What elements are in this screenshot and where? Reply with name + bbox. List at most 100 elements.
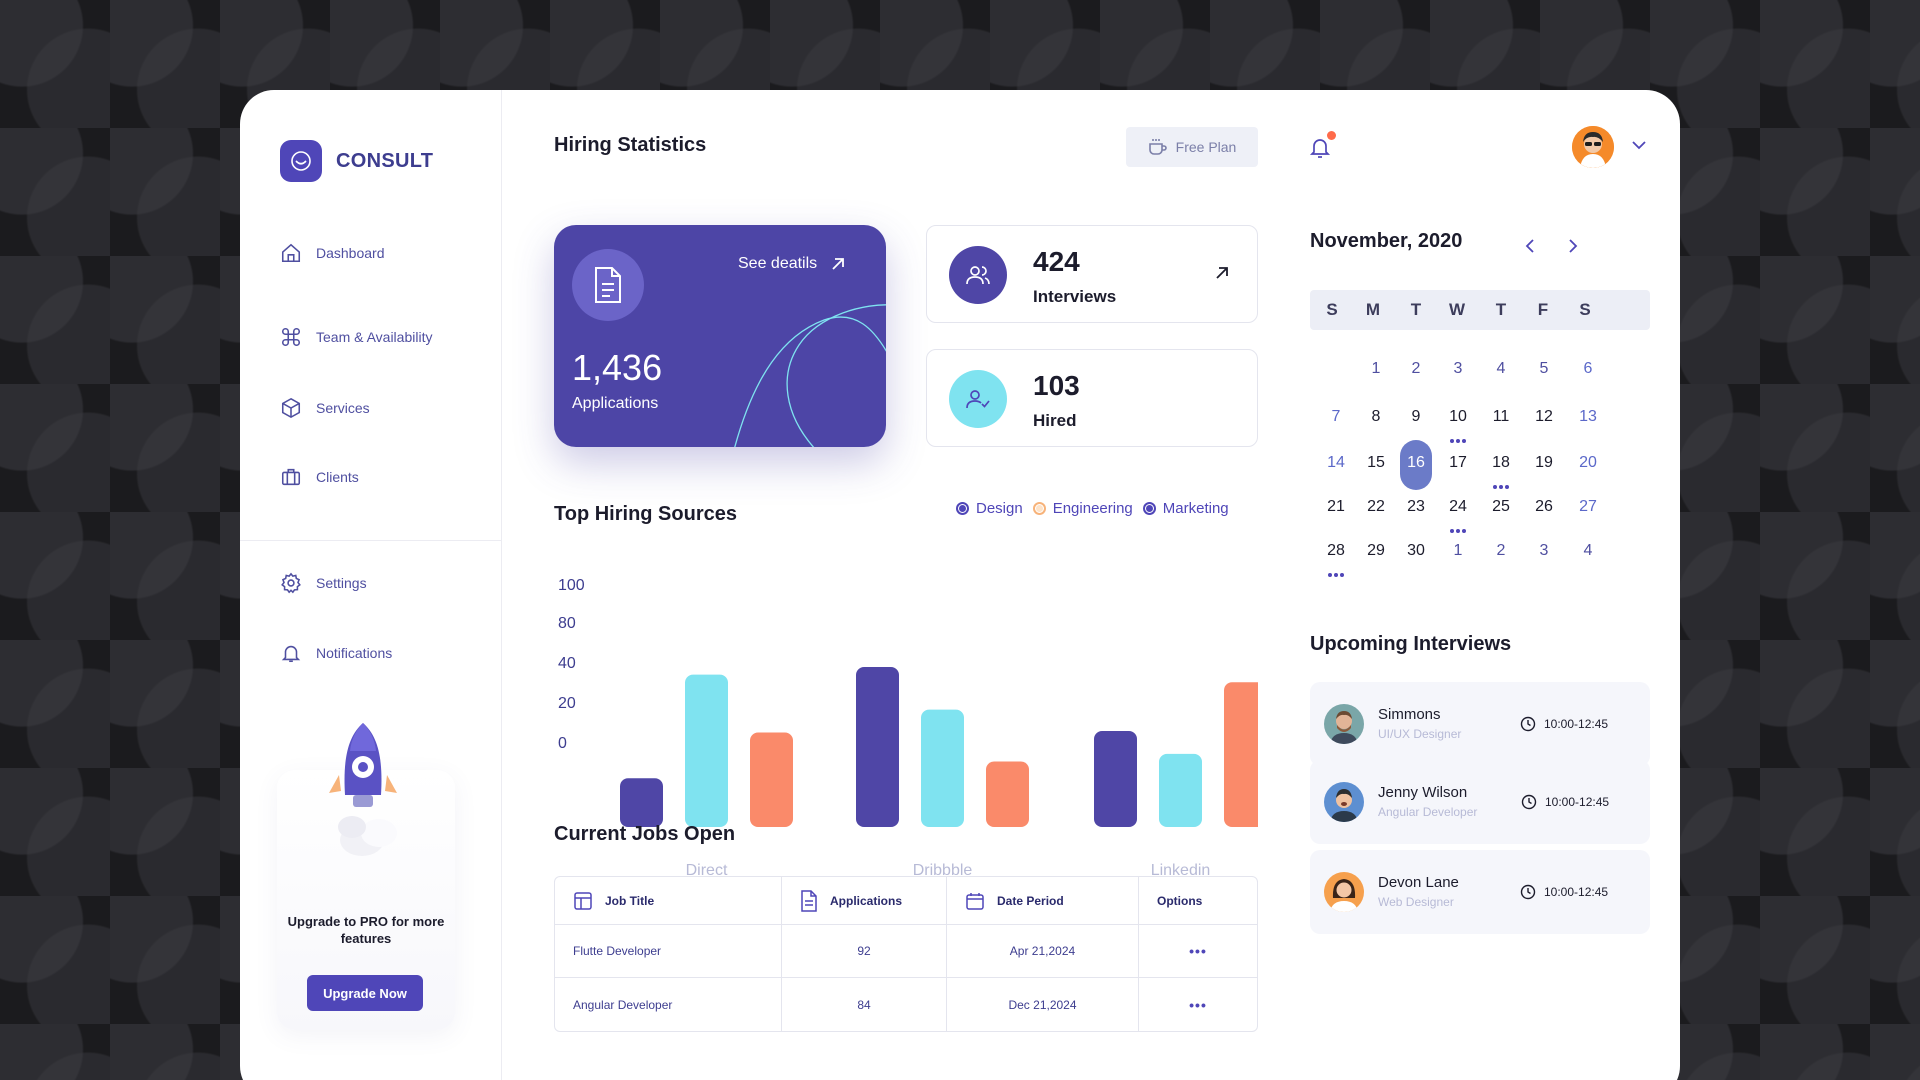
calendar-day[interactable]: 6 — [1583, 360, 1593, 377]
calendar-day[interactable]: 4 — [1496, 360, 1506, 377]
calendar-day[interactable]: 3 — [1453, 360, 1463, 377]
legend-design[interactable]: Design — [956, 500, 1023, 517]
options-button[interactable]: ••• — [1189, 996, 1207, 1013]
arrow-up-right-icon — [832, 258, 845, 270]
calendar-day[interactable]: 20 — [1579, 454, 1597, 471]
document-icon — [801, 889, 817, 912]
interview-card[interactable]: Jenny Wilson Angular Developer 10:00-12:… — [1310, 760, 1650, 844]
calendar-title: November, 2020 — [1310, 230, 1463, 252]
dashboard-window: CONSULT Dashboard Team & Availability Se… — [240, 90, 1680, 1080]
arrow-up-right-icon[interactable] — [1215, 266, 1229, 280]
calendar-day[interactable]: 14 — [1327, 454, 1345, 471]
legend-label: Engineering — [1052, 500, 1133, 517]
sidebar-item-dashboard[interactable]: Dashboard — [280, 242, 385, 264]
chevron-down-icon[interactable] — [1631, 140, 1647, 150]
calendar-day[interactable]: 1 — [1453, 542, 1463, 559]
bar-dribbble-marketing[interactable] — [986, 761, 1029, 827]
calendar-day[interactable]: 2 — [1496, 542, 1506, 559]
calendar-day[interactable]: 4 — [1583, 542, 1593, 559]
jobs-title: Current Jobs Open — [554, 823, 736, 845]
column-date-period[interactable]: Date Period — [947, 877, 1139, 925]
weekday-label: T — [1410, 300, 1422, 319]
calendar-day[interactable]: 21 — [1327, 498, 1345, 515]
notifications-button[interactable] — [1308, 131, 1336, 165]
sidebar-item-services[interactable]: Services — [280, 397, 370, 419]
interview-time-label: 10:00-12:45 — [1545, 795, 1610, 809]
calendar-day[interactable]: 25 — [1492, 498, 1510, 515]
interviews-title: Upcoming Interviews — [1310, 633, 1512, 655]
bell-icon — [281, 645, 301, 663]
calendar-day[interactable]: 22 — [1367, 498, 1385, 515]
calendar-day[interactable]: 19 — [1535, 454, 1553, 471]
calendar-day[interactable]: 24 — [1449, 498, 1467, 515]
jobs-table: Job Title Applications Date Period Optio… — [554, 876, 1258, 1032]
calendar-day[interactable]: 10 — [1449, 408, 1467, 425]
calendar-day[interactable]: 13 — [1579, 408, 1597, 425]
upgrade-now-button[interactable]: Upgrade Now — [307, 975, 423, 1011]
calendar-day[interactable]: 9 — [1411, 408, 1421, 425]
event-indicator — [1450, 430, 1468, 443]
calendar-day[interactable]: 3 — [1539, 542, 1549, 559]
calendar-day[interactable]: 27 — [1579, 498, 1597, 515]
interview-card[interactable]: Devon Lane Web Designer 10:00-12:45 — [1310, 850, 1650, 934]
sidebar-divider — [240, 540, 502, 541]
see-details-link[interactable]: See deatils — [738, 255, 845, 273]
applications-card[interactable]: See deatils 1,436 Applications — [554, 225, 886, 447]
legend-marketing[interactable]: Marketing — [1142, 500, 1229, 517]
interview-card[interactable]: Simmons UI/UX Designer 10:00-12:45 — [1310, 682, 1650, 766]
calendar-day[interactable]: 23 — [1407, 498, 1425, 515]
calendar-day[interactable]: 5 — [1539, 360, 1549, 377]
calendar-day[interactable]: 26 — [1535, 498, 1553, 515]
calendar-day[interactable]: 28 — [1327, 542, 1345, 559]
chevron-left-icon[interactable] — [1525, 238, 1535, 254]
interviewee-role: Angular Developer — [1378, 805, 1478, 819]
bar-dribbble-engineering[interactable] — [921, 709, 964, 827]
calendar-day[interactable]: 8 — [1371, 408, 1381, 425]
column-applications[interactable]: Applications — [782, 877, 947, 925]
hired-card[interactable]: 103 Hired — [926, 349, 1258, 447]
interviews-count: 424 — [1033, 246, 1080, 277]
bar-direct-design[interactable] — [620, 778, 663, 827]
calendar-day[interactable]: 17 — [1449, 454, 1467, 471]
calendar-day[interactable]: 12 — [1535, 408, 1553, 425]
interview-time: 10:00-12:45 — [1520, 884, 1608, 900]
table-row[interactable]: Flutte Developer 92 Apr 21,2024 ••• — [555, 925, 1257, 978]
free-plan-button[interactable]: Free Plan — [1126, 127, 1258, 167]
weekday-label: T — [1495, 300, 1507, 319]
y-tick-label: 80 — [558, 615, 576, 632]
chevron-right-icon[interactable] — [1568, 238, 1578, 254]
calendar-day[interactable]: 7 — [1331, 408, 1341, 425]
table-row[interactable]: Angular Developer 84 Dec 21,2024 ••• — [555, 978, 1257, 1031]
sidebar-item-notifications[interactable]: Notifications — [280, 642, 392, 664]
sidebar-item-settings[interactable]: Settings — [280, 572, 367, 594]
calendar-day[interactable]: 2 — [1411, 360, 1421, 377]
sidebar-item-clients[interactable]: Clients — [280, 466, 359, 488]
bar-linkedin-engineering[interactable] — [1159, 753, 1202, 827]
brand[interactable]: CONSULT — [280, 140, 433, 182]
calendar-day[interactable]: 29 — [1367, 542, 1385, 559]
calendar-day[interactable]: 16 — [1407, 454, 1425, 471]
calendar-day[interactable]: 11 — [1492, 408, 1510, 425]
bar-direct-engineering[interactable] — [685, 674, 728, 827]
interviews-label: Interviews — [1033, 287, 1117, 306]
clock-icon — [1521, 794, 1537, 810]
column-job-title[interactable]: Job Title — [555, 877, 782, 925]
bar-dribbble-design[interactable] — [856, 667, 899, 827]
avatar — [1324, 872, 1364, 912]
legend-label: Marketing — [1162, 500, 1229, 517]
bar-linkedin-design[interactable] — [1094, 731, 1137, 827]
bar-direct-marketing[interactable] — [750, 732, 793, 827]
calendar-day[interactable]: 30 — [1407, 542, 1425, 559]
calendar-day[interactable]: 18 — [1492, 454, 1510, 471]
legend-engineering[interactable]: Engineering — [1032, 500, 1133, 517]
user-avatar[interactable] — [1572, 126, 1614, 168]
calendar-day[interactable]: 15 — [1367, 454, 1385, 471]
sidebar-item-team[interactable]: Team & Availability — [280, 326, 432, 348]
applications-label: Applications — [572, 395, 659, 412]
job-title-cell: Angular Developer — [555, 978, 782, 1031]
options-button[interactable]: ••• — [1139, 925, 1257, 978]
bar-linkedin-marketing[interactable] — [1224, 682, 1258, 827]
interviews-card[interactable]: 424 Interviews — [926, 225, 1258, 323]
calendar-day[interactable]: 1 — [1371, 360, 1381, 377]
sidebar-item-label: Services — [316, 400, 370, 416]
